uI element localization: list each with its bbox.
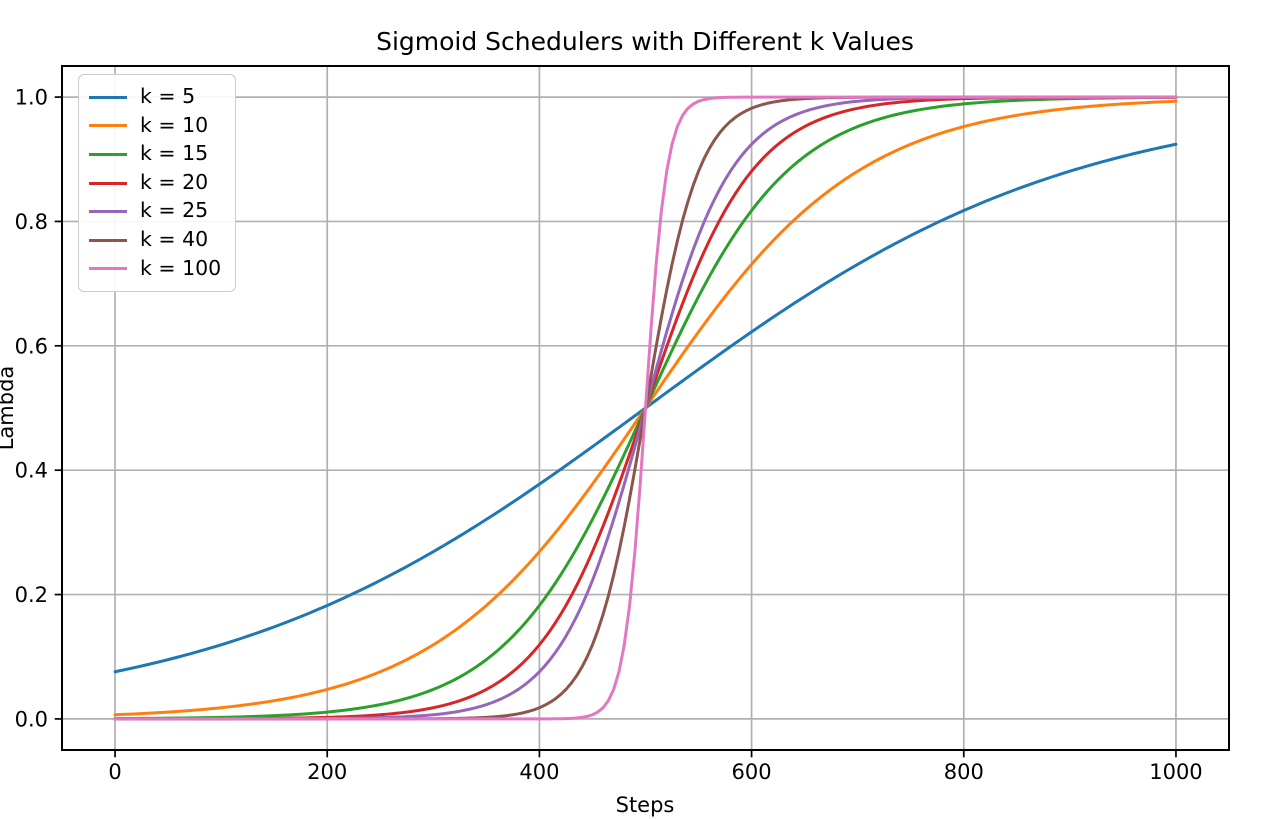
- y-tick-label: 1.0: [15, 86, 48, 110]
- axes-frame: [61, 65, 1230, 751]
- legend-entry: k = 5: [89, 83, 225, 112]
- legend-label: k = 20: [140, 169, 209, 194]
- chart-title: Sigmoid Schedulers with Different k Valu…: [376, 27, 914, 56]
- legend-line-swatch: [89, 124, 127, 128]
- legend-entry: k = 100: [89, 255, 225, 284]
- legend-label: k = 25: [140, 198, 209, 223]
- x-tick-label: 400: [519, 760, 559, 784]
- legend-label: k = 10: [140, 112, 209, 137]
- x-tick-label: 800: [944, 760, 984, 784]
- y-tick-label: 0.4: [15, 459, 48, 483]
- legend-line-swatch: [89, 152, 127, 156]
- y-tick-label: 0.6: [15, 334, 48, 358]
- legend-line-swatch: [89, 95, 127, 99]
- legend-entry: k = 20: [89, 169, 225, 198]
- legend-entry: k = 10: [89, 112, 225, 141]
- legend-entry: k = 40: [89, 226, 225, 255]
- series-lines: [113, 95, 1178, 721]
- legend: k = 5 k = 10 k = 15 k = 20 k = 25 k = 40 k = 1…: [78, 74, 236, 293]
- legend-line-swatch: [89, 238, 127, 242]
- tick-labels: 0 200 400 600 800 1000 0.0 0.2 0.4 0.6 0.8 1.0: [15, 86, 1203, 784]
- x-axis-label: Steps: [616, 793, 675, 817]
- legend-label: k = 5: [140, 84, 196, 109]
- legend-line-swatch: [89, 267, 127, 271]
- legend-label: k = 100: [140, 255, 222, 280]
- y-axis-label: Lambda: [0, 366, 18, 451]
- legend-line-swatch: [89, 210, 127, 214]
- legend-entry: k = 15: [89, 140, 225, 169]
- x-tick-label: 600: [732, 760, 772, 784]
- x-tick-label: 0: [108, 760, 121, 784]
- legend-entry: k = 25: [89, 197, 225, 226]
- axis-ticks: [54, 96, 1177, 758]
- x-tick-label: 200: [307, 760, 347, 784]
- series-line-100: [113, 95, 1178, 721]
- y-tick-label: 0.8: [15, 210, 48, 234]
- y-tick-label: 0.0: [15, 707, 48, 731]
- y-tick-label: 0.2: [15, 583, 48, 607]
- legend-label: k = 15: [140, 141, 209, 166]
- legend-label: k = 40: [140, 227, 209, 252]
- legend-line-swatch: [89, 181, 127, 185]
- x-tick-label: 1000: [1149, 760, 1202, 784]
